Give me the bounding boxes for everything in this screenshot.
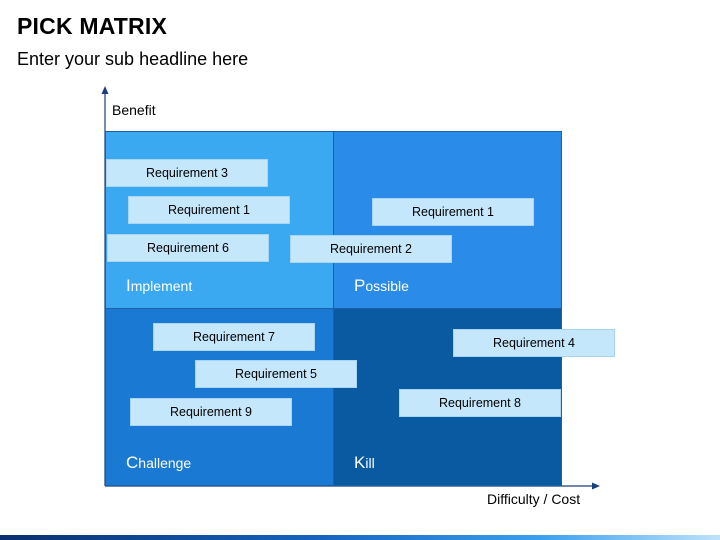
y-axis-label: Benefit (112, 102, 156, 118)
x-axis-label: Difficulty / Cost (487, 491, 581, 507)
page-subtitle: Enter your sub headline here (17, 49, 249, 69)
footer-accent-bar (0, 535, 720, 540)
requirement-box-6: Requirement 6 (107, 234, 269, 262)
requirement-box-2: Requirement 2 (290, 235, 452, 263)
quadrant-possible-label: Possible (354, 276, 409, 295)
requirement-box-8: Requirement 8 (399, 389, 561, 417)
requirement-box-7: Requirement 7 (153, 323, 315, 351)
x-axis-arrow (592, 482, 600, 490)
y-axis-arrow (101, 86, 109, 94)
requirement-box-3: Requirement 3 (106, 159, 268, 187)
quadrant-challenge-label: Challenge (126, 453, 192, 472)
quadrant-kill-label: Kill (354, 453, 375, 472)
requirement-box-1b: Requirement 1 (372, 198, 534, 226)
requirement-box-1a: Requirement 1 (128, 196, 290, 224)
requirement-box-5: Requirement 5 (195, 360, 357, 388)
requirement-box-4: Requirement 4 (453, 329, 615, 357)
quadrant-implement-label: Implement (126, 276, 193, 295)
page-title: PICK MATRIX (17, 13, 167, 39)
requirement-box-9: Requirement 9 (130, 398, 292, 426)
